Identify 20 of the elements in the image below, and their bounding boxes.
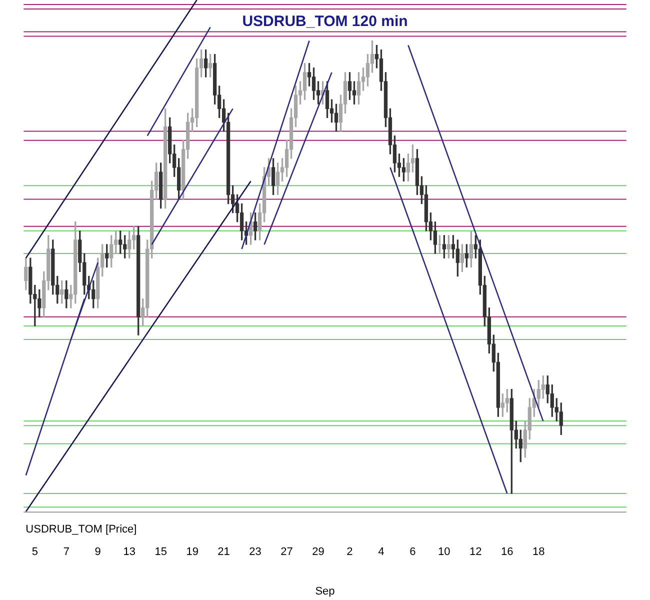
x-axis-title: Sep	[315, 585, 335, 598]
x-tick-label: 18	[532, 546, 545, 558]
x-tick-label: 12	[470, 546, 482, 558]
x-tick-label: 6	[410, 546, 416, 558]
x-tick-label: 4	[378, 546, 384, 558]
x-tick-label: 5	[32, 546, 38, 558]
x-tick-label: 7	[63, 546, 70, 558]
chart-title: USDRUB_TOM 120 min	[242, 13, 408, 30]
x-tick-label: 15	[154, 546, 167, 558]
x-tick-label: 27	[280, 546, 293, 558]
x-tick-label: 19	[186, 546, 198, 558]
x-tick-label: 13	[123, 546, 136, 558]
x-tick-label: 9	[94, 546, 101, 558]
text: USDRUB_TOM [Price]	[26, 524, 137, 536]
x-tick-label: 23	[249, 546, 262, 558]
x-tick-label: 16	[501, 546, 514, 558]
x-tick-label: 10	[438, 546, 450, 558]
x-tick-label: 2	[346, 546, 353, 558]
x-tick-label: 29	[312, 546, 324, 558]
x-tick-label: 21	[218, 546, 230, 558]
